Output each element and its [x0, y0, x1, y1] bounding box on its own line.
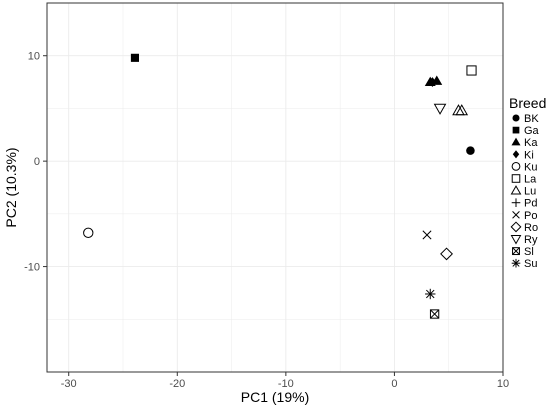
legend-key-ka — [511, 137, 521, 146]
y-tick-label: -10 — [24, 262, 40, 274]
legend-key-ry — [510, 235, 522, 245]
legend-key-sl — [512, 247, 520, 256]
axis-ticks: -30 -20 -10 0 10 -10 0 10 — [24, 51, 509, 390]
legend-label-ka: Ka — [524, 137, 538, 149]
legend-label-su: Su — [524, 258, 537, 270]
legend-label-ry: Ry — [524, 234, 538, 246]
legend-key-ga — [512, 126, 520, 134]
data-point-ga — [130, 53, 139, 62]
data-point-su — [425, 288, 436, 300]
data-point-sl — [429, 309, 440, 319]
legend-key-lu — [510, 185, 522, 195]
data-point-lu — [455, 104, 469, 116]
data-point-ku — [83, 227, 94, 239]
y-tick-label: 0 — [34, 156, 40, 168]
legend-key-su — [511, 258, 521, 268]
legend-label-lu: Lu — [524, 186, 536, 198]
x-axis-title: PC1 (19%) — [241, 389, 309, 405]
data-point-ki — [428, 77, 437, 88]
y-tick-label: 10 — [28, 51, 40, 63]
legend-key-ki — [512, 150, 520, 159]
plot-panel-border — [46, 2, 504, 373]
legend-key-ro — [510, 221, 522, 233]
x-tick-label: 0 — [391, 378, 397, 390]
x-tick-label: -20 — [169, 378, 185, 390]
legend-label-ro: Ro — [524, 222, 538, 234]
x-tick-label: -30 — [61, 378, 77, 390]
data-points — [83, 53, 477, 319]
data-point-ro — [440, 247, 453, 261]
legend-label-po: Po — [524, 210, 537, 222]
legend-key-ku — [511, 162, 521, 171]
y-axis-title: PC2 (10.3%) — [3, 147, 19, 227]
legend-label-ki: Ki — [524, 149, 534, 161]
data-point-bk — [466, 146, 475, 155]
legend-label-ku: Ku — [524, 161, 537, 173]
legend-key-pd — [511, 198, 521, 207]
legend-key-bk — [512, 114, 520, 122]
legend-label-sl: Sl — [524, 246, 534, 258]
data-point-la — [466, 65, 477, 76]
x-tick-label: 10 — [497, 378, 509, 390]
x-tick-label: -10 — [278, 378, 294, 390]
legend-key-la — [511, 174, 521, 183]
data-point-ry — [433, 103, 447, 115]
legend-label-la: La — [524, 174, 537, 186]
legend-label-bk: BK — [524, 113, 539, 125]
legend-label-pd: Pd — [524, 198, 537, 210]
grid-lines — [47, 2, 504, 372]
legend-key-po — [512, 211, 520, 219]
data-point-po — [422, 230, 432, 240]
legend-title: Breed — [509, 95, 546, 111]
legend-label-ga: Ga — [524, 125, 540, 137]
